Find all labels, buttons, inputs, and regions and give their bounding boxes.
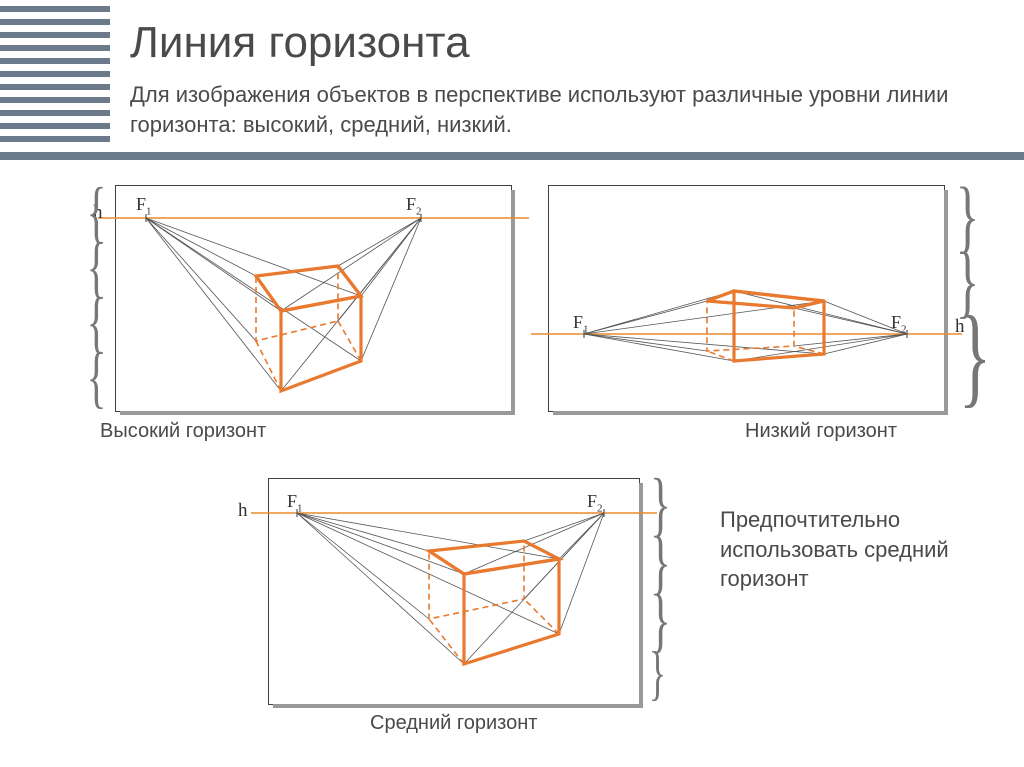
page-title: Линия горизонта: [130, 18, 470, 68]
panel-shadow: [120, 411, 515, 415]
panel-mid-horizon: F1 F2: [268, 478, 640, 705]
panel-low-horizon: F1 F2: [548, 185, 945, 412]
slide: Линия горизонта Для изображения объектов…: [0, 0, 1024, 767]
caption-low-horizon: Низкий горизонт: [745, 420, 897, 443]
decorative-stripes: [0, 0, 110, 150]
recommendation-text: Предпочтительно использовать средний гор…: [720, 505, 980, 594]
panel-shadow: [944, 190, 948, 415]
panel-high-horizon: F1 F2: [115, 185, 512, 412]
header-divider: [0, 152, 1024, 160]
panel-shadow: [511, 190, 515, 415]
panel-shadow: [639, 483, 643, 708]
h-label: h: [238, 500, 248, 522]
page-subtitle: Для изображения объектов в перспективе и…: [130, 80, 950, 139]
caption-high-horizon: Высокий горизонт: [100, 420, 266, 443]
panel-shadow: [273, 704, 643, 708]
panel-shadow: [553, 411, 948, 415]
perspective-diagram-mid: [269, 479, 639, 704]
caption-mid-horizon: Средний горизонт: [370, 712, 537, 735]
perspective-diagram-low: [549, 186, 944, 411]
perspective-diagram-high: [116, 186, 511, 411]
